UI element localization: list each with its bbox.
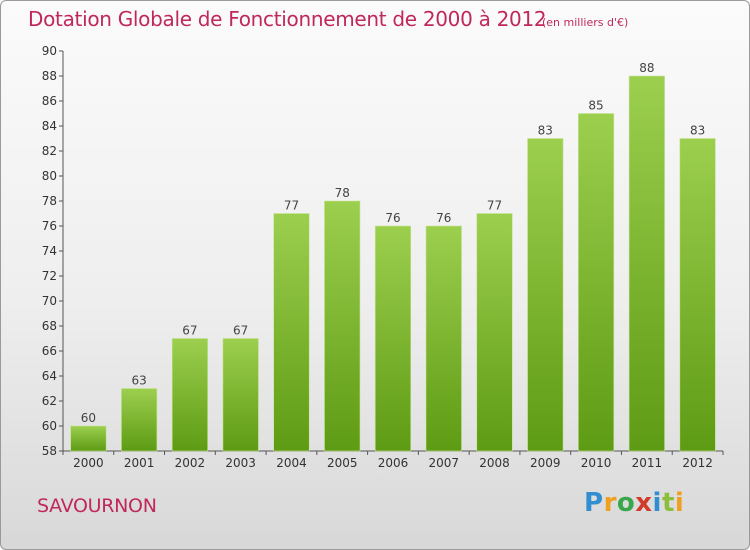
bar-2007 xyxy=(425,225,462,452)
chart-title: Dotation Globale de Fonctionnement de 20… xyxy=(28,7,547,31)
y-tick-label: 60 xyxy=(42,419,57,433)
value-label-2010: 85 xyxy=(588,99,603,113)
logo-letter: i xyxy=(674,488,685,518)
y-tick-label: 70 xyxy=(42,294,57,308)
bar-2008 xyxy=(476,213,513,452)
y-tick-label: 80 xyxy=(42,169,57,183)
value-label-2005: 78 xyxy=(335,186,350,200)
chart-unit: (en milliers d'€) xyxy=(542,16,629,29)
y-tick-label: 84 xyxy=(42,119,57,133)
y-tick-label: 74 xyxy=(42,244,57,258)
value-label-2004: 77 xyxy=(284,199,299,213)
value-labels: 60 63 67 67 77 78 76 76 77 83 85 88 83 xyxy=(81,61,706,425)
value-label-2000: 60 xyxy=(81,411,96,425)
y-tick-label: 76 xyxy=(42,219,57,233)
y-tick-label: 66 xyxy=(42,344,57,358)
value-label-2007: 76 xyxy=(436,211,451,225)
y-tick-label: 72 xyxy=(42,269,57,283)
value-label-2001: 63 xyxy=(132,374,147,388)
y-tick-label: 88 xyxy=(42,69,57,83)
x-tick-label: 2011 xyxy=(632,456,663,470)
bar-2005 xyxy=(324,200,361,452)
logo-letter: P xyxy=(584,488,604,518)
bar-2009 xyxy=(527,138,564,452)
proxiti-logo[interactable]: Proxiti xyxy=(584,488,684,518)
value-label-2002: 67 xyxy=(182,324,197,338)
logo-letter: t xyxy=(661,488,675,518)
value-label-2009: 83 xyxy=(538,124,553,138)
x-tick-label: 2000 xyxy=(73,456,104,470)
bars xyxy=(70,75,716,452)
value-label-2008: 77 xyxy=(487,199,502,213)
x-tick-label: 2004 xyxy=(276,456,307,470)
x-tick-label: 2003 xyxy=(225,456,256,470)
x-tick-label: 2007 xyxy=(428,456,459,470)
bar-2002 xyxy=(171,338,208,452)
y-tick-label: 64 xyxy=(42,369,57,383)
y-tick-label: 78 xyxy=(42,194,57,208)
value-label-2003: 67 xyxy=(233,324,248,338)
x-tick-label: 2012 xyxy=(682,456,713,470)
bar-2011 xyxy=(628,75,665,452)
y-tick-label: 90 xyxy=(42,44,57,58)
logo-letter: o xyxy=(616,488,636,518)
y-tick-label: 86 xyxy=(42,94,57,108)
logo-letter: r xyxy=(603,488,617,518)
y-tick-label: 68 xyxy=(42,319,57,333)
y-tick-label: 62 xyxy=(42,394,57,408)
y-axis: 58 60 62 64 66 68 70 72 74 76 78 80 82 84 86 88 90 xyxy=(42,44,64,458)
x-axis: 2000 2001 2002 2003 2004 2005 2006 2007 2008 2009… xyxy=(62,450,724,470)
bar-2006 xyxy=(374,225,412,452)
x-tick-label: 2008 xyxy=(479,456,510,470)
commune-name: SAVOURNON xyxy=(37,495,157,517)
x-tick-label: 2002 xyxy=(175,456,206,470)
x-tick-label: 2010 xyxy=(581,456,612,470)
logo-letter: x xyxy=(635,488,653,518)
value-label-2011: 88 xyxy=(639,61,654,75)
bar-2000 xyxy=(70,425,107,452)
bar-2004 xyxy=(273,213,310,452)
bar-2003 xyxy=(222,338,259,452)
x-tick-label: 2006 xyxy=(378,456,409,470)
bar-2010 xyxy=(578,113,615,452)
x-tick-label: 2009 xyxy=(530,456,561,470)
bar-2001 xyxy=(121,388,158,452)
logo-letter: i xyxy=(652,488,662,518)
y-tick-label: 82 xyxy=(42,144,57,158)
x-tick-label: 2005 xyxy=(327,456,358,470)
value-label-2012: 83 xyxy=(690,124,705,138)
x-tick-label: 2001 xyxy=(124,456,155,470)
bar-2012 xyxy=(679,138,716,452)
y-tick-label: 58 xyxy=(42,444,57,458)
value-label-2006: 76 xyxy=(385,211,400,225)
